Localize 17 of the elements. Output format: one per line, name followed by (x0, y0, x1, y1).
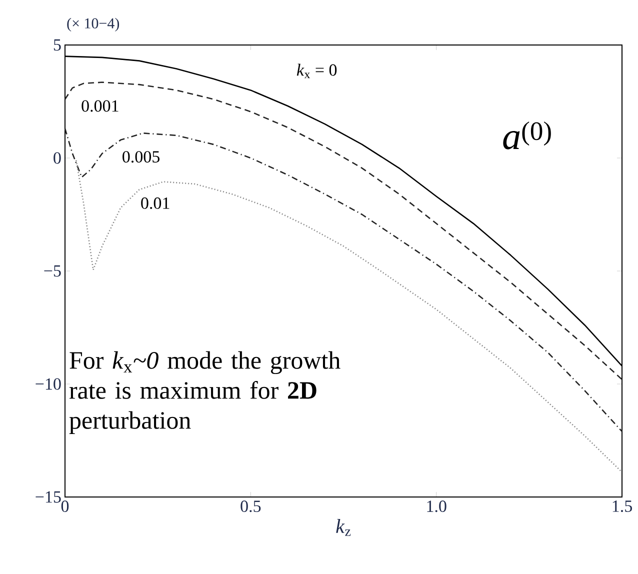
y-tick-label: −15 (36, 491, 61, 503)
y-tick-label: 0 (54, 152, 61, 164)
x-tick-label: 1.0 (427, 500, 446, 512)
x-axis-title: k$_{z}$ (336, 518, 351, 536)
series-label: k$_{x}$ = 0 (296, 64, 337, 78)
x-tick-label: 0 (61, 500, 69, 512)
text: (× 10−4) (67, 18, 120, 32)
x-tick-label: 0.5 (240, 500, 261, 512)
y-tick-label: 5 (54, 39, 61, 51)
annotation: a$^{(0)}$ (503, 121, 551, 150)
text: For k$_{x}$~0 mode the growth rate is maximum for 2D perturbation (69, 351, 340, 434)
series-label: 0.005 (122, 151, 160, 163)
series-label: 0.001 (82, 100, 118, 112)
y-tick-label: −5 (44, 265, 61, 277)
x-tick-label: 1.5 (612, 500, 632, 512)
series-label: 0.01 (141, 197, 170, 209)
y-tick-label: −10 (36, 378, 61, 390)
